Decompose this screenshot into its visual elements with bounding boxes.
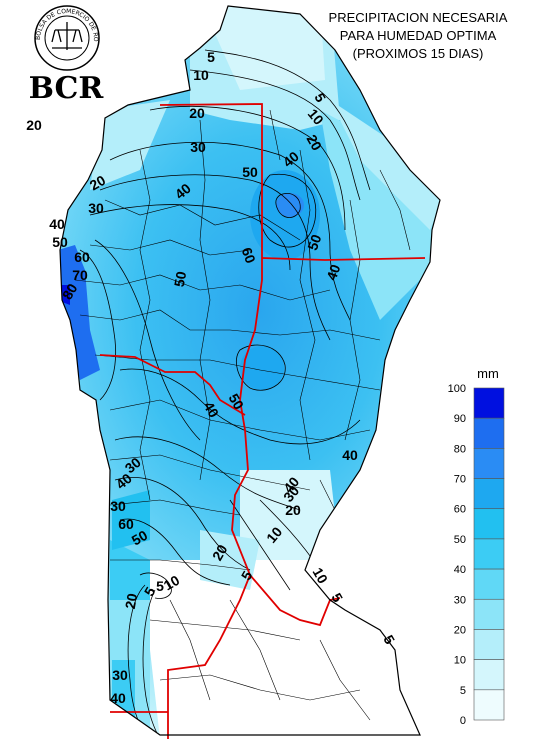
contour-label: 20	[209, 542, 231, 564]
contour-label: 20	[87, 172, 109, 194]
legend-label: 20	[454, 624, 466, 636]
contour-label: 80	[59, 281, 81, 303]
map-title: PRECIPITACION NECESARIA PARA HUMEDAD OPT…	[329, 10, 508, 61]
contour-label: 70	[72, 267, 88, 283]
legend-label: 60	[454, 504, 466, 516]
legend-label: 50	[454, 534, 466, 546]
legend-label: 0	[460, 715, 466, 727]
contour-label: 20	[26, 117, 42, 133]
contour-label: 20	[122, 592, 140, 610]
contour-label: 10	[310, 565, 332, 587]
legend-label: 5	[460, 685, 466, 697]
legend-swatch	[473, 508, 505, 540]
legend-swatch	[473, 387, 505, 419]
district-lines	[74, 109, 411, 721]
contour-lines	[79, 49, 371, 735]
legend-label: 10	[454, 655, 466, 667]
legend-swatch	[473, 448, 505, 479]
contour-label: 50	[242, 164, 258, 180]
legend-swatch	[473, 659, 505, 691]
legend-label: 90	[454, 413, 466, 425]
legend-swatch	[473, 478, 505, 510]
legend-label: 40	[454, 564, 466, 576]
title-line-2: PARA HUMEDAD OPTIMA	[340, 28, 497, 43]
contour-label: 30	[190, 139, 206, 155]
title-line-3: (PROXIMOS 15 DIAS)	[353, 46, 484, 61]
legend-label: 80	[454, 443, 466, 455]
contour-label: 50	[171, 270, 189, 288]
legend-label: 100	[448, 383, 466, 395]
contour-label: 30	[110, 498, 126, 514]
contour-label: 20	[285, 502, 301, 518]
logo-acronym: BCR	[29, 71, 105, 106]
contour-label: 60	[74, 249, 90, 265]
contour-label: 40	[201, 399, 223, 421]
contour-label: 40	[49, 216, 65, 232]
contour-label: 30	[112, 667, 128, 683]
contour-label: 40	[110, 690, 126, 706]
legend-swatch	[473, 568, 505, 600]
legend-unit: mm	[477, 366, 499, 381]
contour-label: 60	[118, 516, 134, 532]
legend-swatch	[473, 598, 505, 630]
contour-label: 5	[207, 49, 215, 65]
legend-label: 70	[454, 474, 466, 486]
title-line-1: PRECIPITACION NECESARIA	[329, 10, 508, 25]
contour-label: 5	[156, 578, 164, 594]
contour-label: 30	[88, 200, 104, 216]
contour-label: 50	[52, 234, 68, 250]
province-boundaries	[99, 103, 426, 739]
contour-label: 60	[239, 245, 259, 265]
coastline	[59, 5, 441, 736]
contour-label: 40	[342, 447, 358, 463]
contour-label: 50	[129, 527, 151, 549]
legend-label: 30	[454, 594, 466, 606]
legend-swatch	[473, 417, 505, 449]
contour-label: 20	[189, 105, 205, 121]
contour-label: 50	[304, 232, 324, 252]
bcr-logo: BOLSA DE COMERCIO DE ROSARIO BCR	[0, 0, 104, 106]
contour-label: 40	[323, 262, 343, 282]
contour-label: 20	[304, 132, 326, 154]
legend-swatch	[473, 689, 505, 721]
contour-label: 10	[161, 572, 183, 594]
legend-swatch	[473, 538, 505, 570]
contour-label: 10	[193, 67, 209, 83]
legend-swatch	[473, 629, 505, 660]
contour-label: 50	[226, 391, 248, 413]
